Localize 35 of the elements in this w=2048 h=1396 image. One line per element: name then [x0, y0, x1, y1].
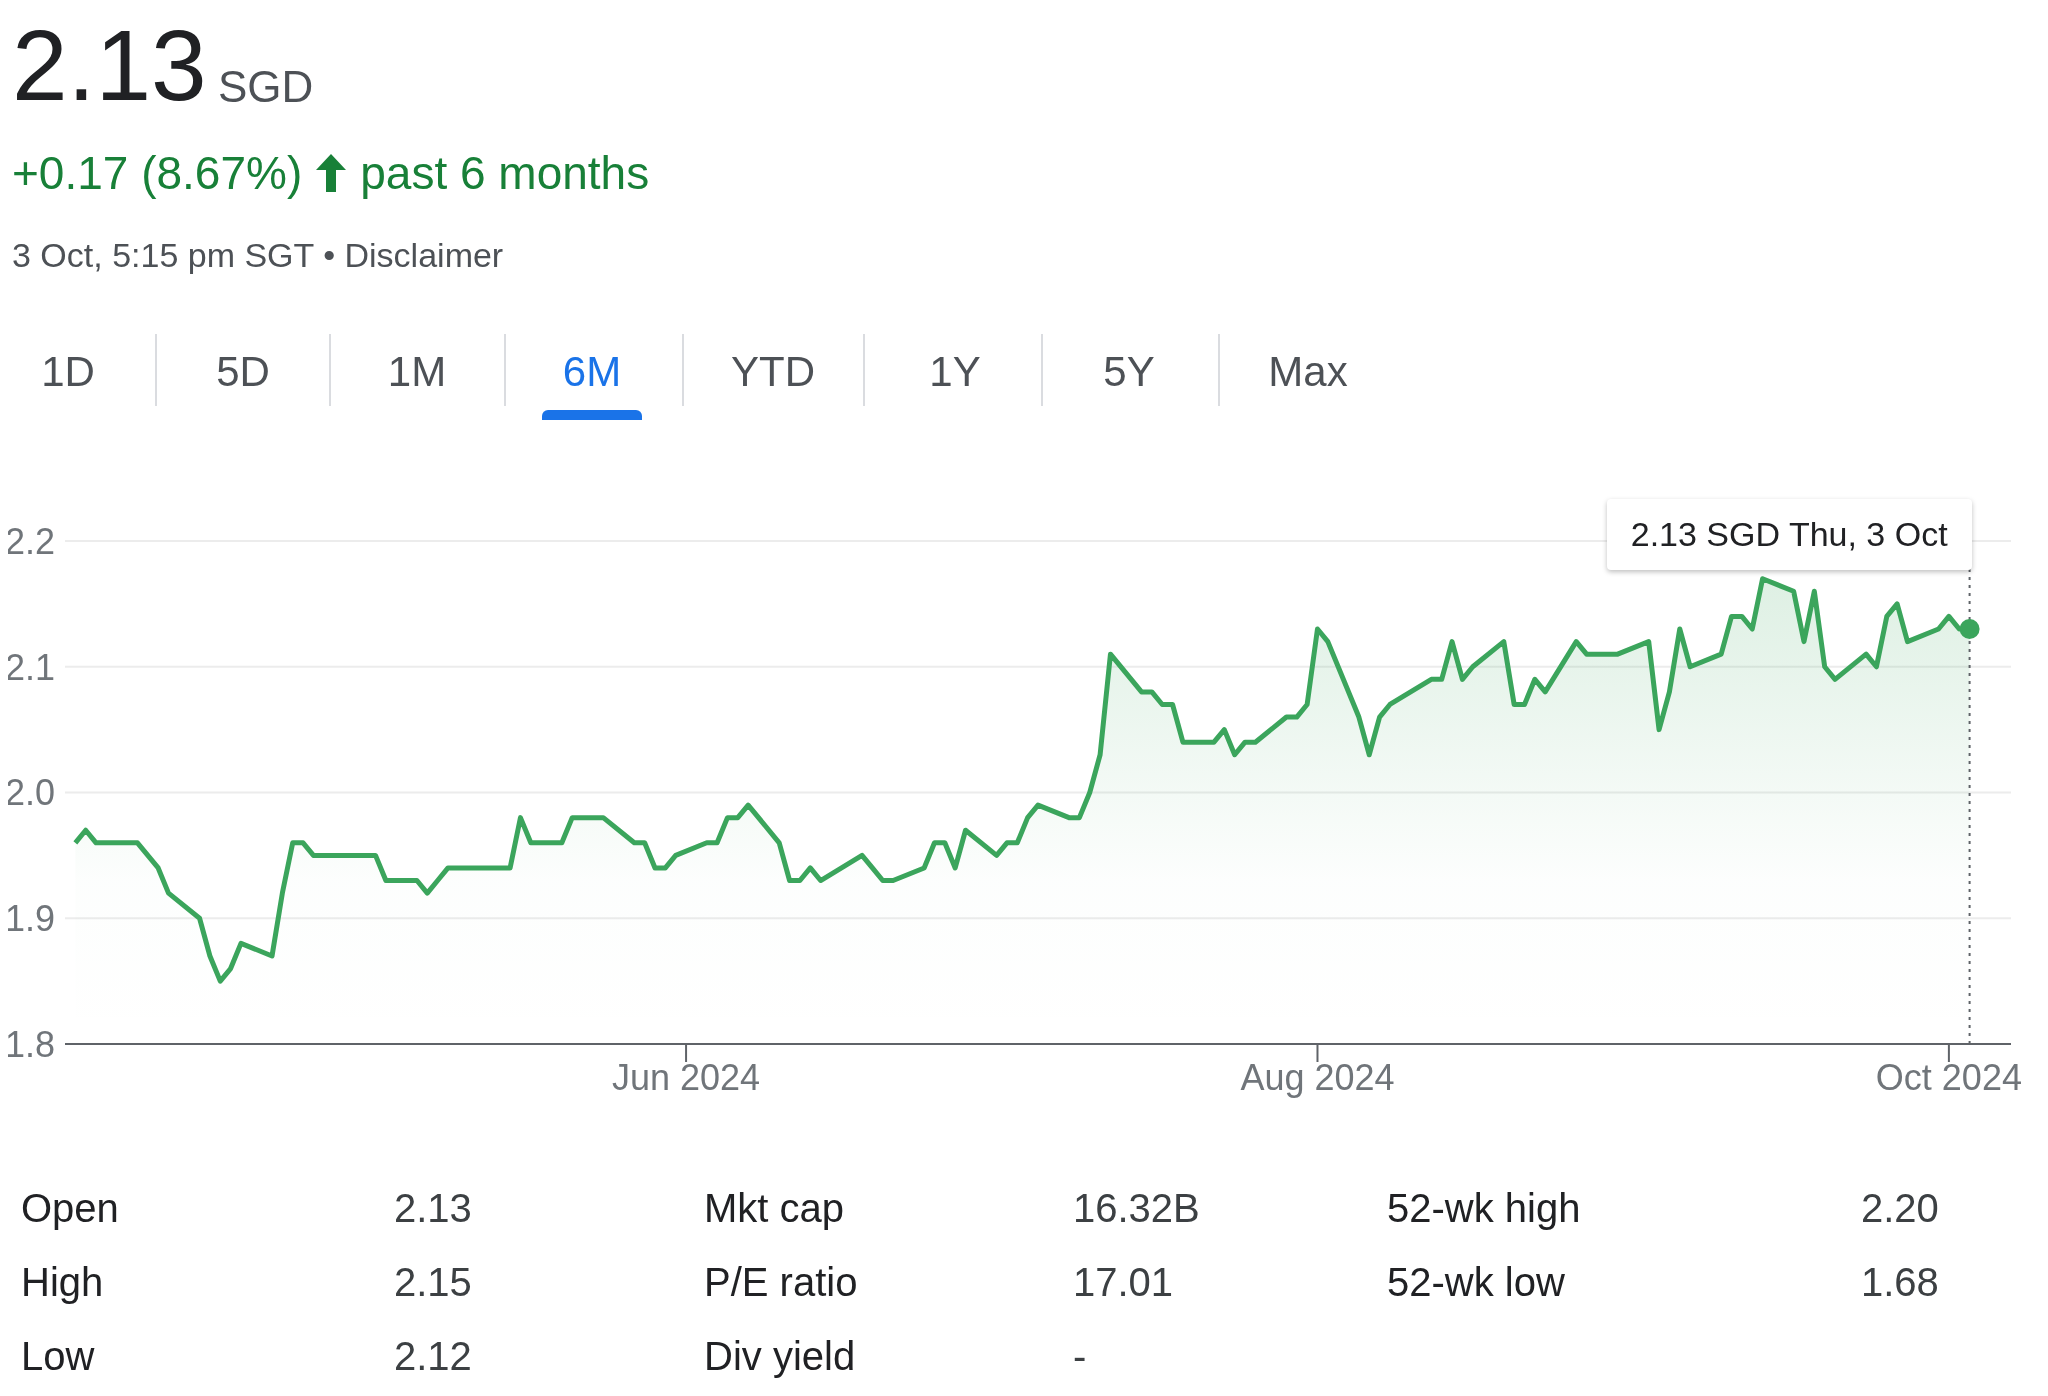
text: 17.01	[1073, 1260, 1174, 1305]
text: 2.15	[394, 1260, 472, 1305]
text: 2.13	[12, 9, 207, 121]
text: 5Y	[1102, 348, 1156, 396]
text: YTD	[730, 348, 816, 396]
text: P/E ratio	[704, 1260, 858, 1305]
text: 1D	[40, 348, 96, 396]
text: -	[1073, 1334, 1087, 1379]
text: 5D	[215, 348, 271, 396]
y-tick-label: 1.8	[4, 1023, 55, 1065]
text: 1.68	[1861, 1260, 1939, 1305]
text: High	[21, 1260, 104, 1305]
text: Open	[21, 1186, 119, 1231]
text: 52-wk high	[1387, 1186, 1581, 1231]
annotation: 2.13 SGD Thu, 3 Oct	[1606, 499, 1972, 570]
text: 1M	[386, 348, 448, 396]
text: Low	[21, 1334, 95, 1379]
text: Div yield	[704, 1334, 856, 1379]
text: 1Y	[928, 348, 982, 396]
text: 2.20	[1861, 1186, 1939, 1231]
text: 6M	[561, 348, 623, 396]
text: past 6 months	[360, 146, 650, 200]
text: Max	[1267, 348, 1349, 396]
text: SGD	[218, 62, 314, 112]
chart-subtitle: +0.17 (8.67%)	[12, 146, 303, 200]
text: 2.13	[394, 1186, 472, 1231]
text: 3 Oct, 5:15 pm SGT • Disclaimer	[12, 236, 504, 275]
y-tick-label: 1.9	[4, 898, 55, 940]
text: Mkt cap	[704, 1186, 845, 1231]
x-tick-label: Jun 2024	[611, 1056, 761, 1098]
x-tick-label: Aug 2024	[1240, 1056, 1395, 1098]
x-tick-label: Oct 2024	[1875, 1056, 2022, 1098]
text: 52-wk low	[1387, 1260, 1565, 1305]
text: 16.32B	[1073, 1186, 1200, 1231]
text: 2.12	[394, 1334, 472, 1379]
